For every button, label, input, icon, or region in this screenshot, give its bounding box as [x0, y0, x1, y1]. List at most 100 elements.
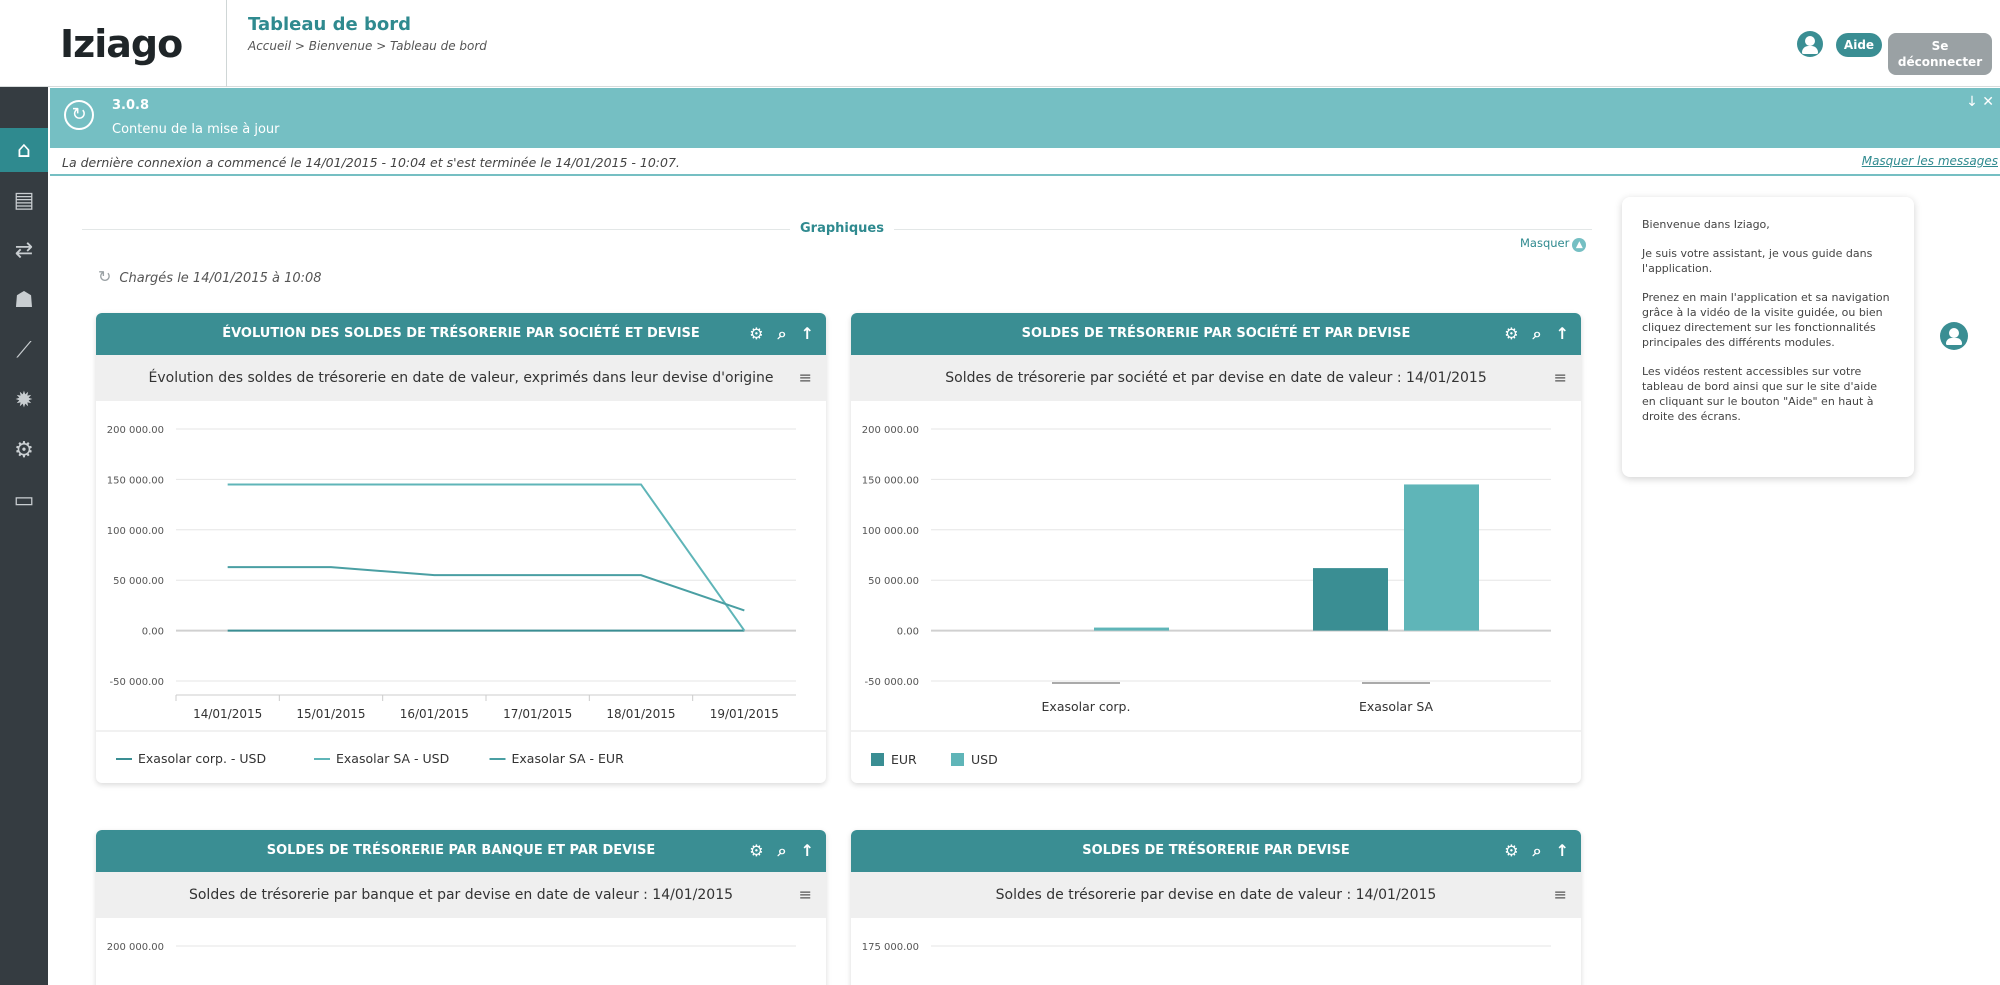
- menu-icon[interactable]: ≡: [798, 368, 812, 387]
- x-tick-label: 15/01/2015: [296, 707, 365, 721]
- y-tick-label: 200 000.00: [107, 425, 164, 436]
- arrow-up-icon[interactable]: ↑: [1555, 324, 1569, 343]
- top-header: Iziago Tableau de bord Accueil > Bienven…: [0, 0, 2000, 87]
- reload-icon[interactable]: ↻: [98, 267, 112, 286]
- widget-header: ÉVOLUTION DES SOLDES DE TRÉSORERIE PAR S…: [96, 313, 826, 355]
- series-line: [227, 483, 746, 632]
- settings-icon[interactable]: ⚙: [1504, 841, 1519, 860]
- bar: [1094, 627, 1169, 631]
- breadcrumb[interactable]: Accueil > Bienvenue > Tableau de bord: [248, 39, 487, 53]
- widget-soldes-banque-devise: SOLDES DE TRÉSORERIE PAR BANQUE ET PAR D…: [96, 830, 826, 985]
- settings-icon[interactable]: ✹: [14, 387, 34, 413]
- arrow-up-icon[interactable]: ↑: [1555, 841, 1569, 860]
- treasury-icon[interactable]: ⇄: [14, 237, 34, 263]
- y-tick-label: 200 000.00: [862, 425, 919, 436]
- y-tick-label: 50 000.00: [868, 576, 919, 587]
- y-tick-label: -50 000.00: [109, 677, 164, 688]
- y-tick-label: -50 000.00: [864, 677, 919, 688]
- category-label: Exasolar corp.: [1042, 699, 1131, 714]
- page-title: Tableau de bord: [248, 14, 411, 35]
- refresh-icon: ↻: [64, 100, 94, 130]
- legend-label: Exasolar corp. - USD: [138, 751, 266, 766]
- legend-swatch: [951, 753, 964, 766]
- bar: [1404, 484, 1479, 631]
- menu-icon[interactable]: ≡: [798, 885, 812, 904]
- zoom-icon[interactable]: ⌕: [777, 841, 787, 860]
- home-icon[interactable]: ⌂: [0, 128, 48, 172]
- last-login-text: La dernière connexion a commencé le 14/0…: [62, 155, 680, 170]
- legend-label: Exasolar SA - USD: [336, 751, 449, 766]
- arrow-up-icon[interactable]: ↑: [800, 324, 814, 343]
- widget-subtitle-bar: Soldes de trésorerie par banque et par d…: [96, 872, 826, 918]
- assistant-panel: Bienvenue dans Iziago, Je suis votre ass…: [1622, 197, 1914, 477]
- widget-evolution-soldes: ÉVOLUTION DES SOLDES DE TRÉSORERIE PAR S…: [96, 313, 826, 783]
- settings-icon[interactable]: ⚙: [749, 841, 764, 860]
- chevron-up-icon: ▲: [1572, 238, 1587, 252]
- menu-icon[interactable]: ≡: [1553, 885, 1567, 904]
- widget-subtitle: Soldes de trésorerie par banque et par d…: [188, 887, 734, 903]
- legend-label: USD: [971, 752, 998, 767]
- legend-label: Exasolar SA - EUR: [512, 751, 625, 766]
- widget-header: SOLDES DE TRÉSORERIE PAR BANQUE ET PAR D…: [96, 830, 826, 872]
- y-tick-label: 175 000.00: [862, 942, 919, 953]
- widget-subtitle: Soldes de trésorerie par société et par …: [945, 370, 1487, 386]
- x-tick-label: 14/01/2015: [193, 707, 262, 721]
- banner-version: 3.0.8: [112, 98, 150, 113]
- widget-subtitle-bar: Soldes de trésorerie par devise en date …: [851, 872, 1581, 918]
- x-tick-label: 19/01/2015: [710, 707, 779, 721]
- menu-icon[interactable]: ≡: [1553, 368, 1567, 387]
- widget-subtitle-bar: Soldes de trésorerie par société et par …: [851, 355, 1581, 401]
- user-profile-icon[interactable]: [1797, 31, 1823, 57]
- legend-swatch: [871, 753, 884, 766]
- widget-title: SOLDES DE TRÉSORERIE PAR BANQUE ET PAR D…: [266, 843, 656, 858]
- admin-icon[interactable]: ⚙: [14, 437, 34, 463]
- app-logo[interactable]: Iziago: [60, 22, 183, 66]
- widget-subtitle-bar: Évolution des soldes de trésorerie en da…: [96, 355, 826, 401]
- zoom-icon[interactable]: ⌕: [1532, 841, 1542, 860]
- last-login-bar: La dernière connexion a commencé le 14/0…: [50, 148, 2000, 176]
- y-tick-label: 0.00: [897, 627, 919, 638]
- partial-chart: 200 000.00: [107, 942, 796, 953]
- assistant-text: Bienvenue dans Iziago,: [1642, 218, 1770, 231]
- line-chart: 200 000.00 150 000.00 100 000.00 50 000.00 0…: [96, 425, 826, 766]
- update-content-link[interactable]: Contenu de la mise à jour: [112, 122, 280, 137]
- document-icon[interactable]: ▤: [13, 187, 35, 213]
- users-icon[interactable]: ☗: [14, 287, 34, 313]
- hide-graphics-link[interactable]: Masquer ▲: [1520, 236, 1587, 252]
- y-tick-label: 50 000.00: [113, 576, 164, 587]
- y-tick-label: 100 000.00: [107, 526, 164, 537]
- widget-title: SOLDES DE TRÉSORERIE PAR SOCIÉTÉ ET PAR …: [1021, 326, 1411, 341]
- assistant-text: Prenez en main l'application et sa navig…: [1642, 291, 1890, 349]
- x-tick-label: 17/01/2015: [503, 707, 572, 721]
- widget-subtitle: Soldes de trésorerie par devise en date …: [995, 887, 1437, 903]
- id-card-icon[interactable]: ▭: [13, 487, 35, 513]
- hide-messages-link[interactable]: Masquer les messages: [1861, 154, 1998, 168]
- assistant-text: Je suis votre assistant, je vous guide d…: [1642, 247, 1873, 275]
- help-button[interactable]: Aide: [1836, 33, 1882, 57]
- category-label: Exasolar SA: [1359, 699, 1434, 714]
- graphics-section-title: Graphiques: [790, 221, 894, 236]
- loaded-status: ↻ Chargés le 14/01/2015 à 10:08: [98, 267, 322, 286]
- zoom-icon[interactable]: ⌕: [1532, 324, 1542, 343]
- zoom-icon[interactable]: ⌕: [777, 324, 787, 343]
- widget-soldes-societe-devise: SOLDES DE TRÉSORERIE PAR SOCIÉTÉ ET PAR …: [851, 313, 1581, 783]
- widget-title: SOLDES DE TRÉSORERIE PAR DEVISE: [1082, 843, 1350, 858]
- banner-close-icon[interactable]: ↓ ✕: [1966, 94, 1994, 110]
- settings-icon[interactable]: ⚙: [749, 324, 764, 343]
- x-tick-label: 18/01/2015: [606, 707, 675, 721]
- widget-soldes-devise: SOLDES DE TRÉSORERIE PAR DEVISE ⚙ ⌕ ↑ Sold…: [851, 830, 1581, 985]
- logout-button[interactable]: Se déconnecter: [1888, 33, 1992, 75]
- settings-icon[interactable]: ⚙: [1504, 324, 1519, 343]
- arrow-up-icon[interactable]: ↑: [800, 841, 814, 860]
- assistant-avatar-icon[interactable]: [1940, 322, 1968, 350]
- y-tick-label: 150 000.00: [107, 475, 164, 486]
- bar: [1313, 568, 1388, 631]
- y-tick-label: 0.00: [142, 627, 164, 638]
- chart-icon[interactable]: ⟋: [16, 337, 32, 363]
- y-tick-label: 150 000.00: [862, 475, 919, 486]
- widget-subtitle: Évolution des soldes de trésorerie en da…: [148, 370, 774, 386]
- loaded-text: Chargés le 14/01/2015 à 10:08: [119, 271, 322, 286]
- assistant-text: Les vidéos restent accessibles sur votre…: [1642, 365, 1878, 423]
- widget-header: SOLDES DE TRÉSORERIE PAR DEVISE ⚙ ⌕ ↑: [851, 830, 1581, 872]
- widget-title: ÉVOLUTION DES SOLDES DE TRÉSORERIE PAR S…: [222, 326, 700, 341]
